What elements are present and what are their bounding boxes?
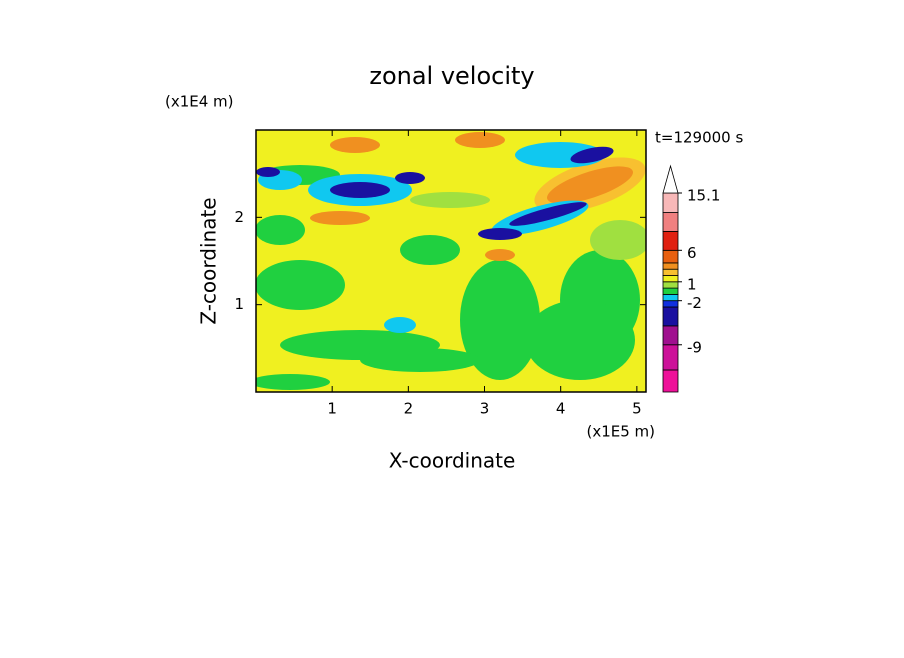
colorbar-segment <box>662 231 679 251</box>
colorbar-segment <box>662 293 679 302</box>
colorbar-segment <box>662 325 679 346</box>
colorbar-segment <box>662 369 679 393</box>
chart-title: zonal velocity <box>369 62 534 90</box>
colorbar-segment <box>662 212 679 232</box>
colorbar-extend <box>662 164 679 194</box>
y-unit: (x1E4 m) <box>165 93 234 111</box>
time-label: t=129000 s <box>655 129 743 147</box>
y-tick-label: 1 <box>234 295 244 313</box>
contour-field <box>256 130 646 392</box>
colorbar-tick-label: 6 <box>687 244 697 262</box>
colorbar-segment <box>662 281 679 289</box>
colorbar-segment <box>662 287 679 295</box>
colorbar-tick-label: -9 <box>687 338 702 356</box>
x-tick-label: 3 <box>480 400 490 418</box>
colorbar-tick-label: -2 <box>687 294 702 312</box>
colorbar-segment <box>662 300 679 308</box>
colorbar-segment <box>662 249 679 264</box>
plot-frame <box>255 129 647 393</box>
x-tick-label: 5 <box>632 400 642 418</box>
colorbar-tick-label: 15.1 <box>687 187 720 205</box>
colorbar-segment <box>662 192 679 213</box>
x-tick-label: 2 <box>404 400 414 418</box>
colorbar-segment <box>662 344 679 371</box>
x-unit: (x1E5 m) <box>586 423 655 441</box>
colorbar-segment <box>662 275 679 283</box>
x-tick-label: 4 <box>556 400 566 418</box>
colorbar-segment <box>662 262 679 270</box>
x-axis-label: X-coordinate <box>389 449 516 473</box>
y-axis-label: Z-coordinate <box>197 197 221 324</box>
colorbar-tick-label: 1 <box>687 275 697 293</box>
colorbar-segment <box>662 268 679 276</box>
x-tick-label: 1 <box>327 400 337 418</box>
y-tick-label: 2 <box>234 208 244 226</box>
colorbar-segment <box>662 306 679 327</box>
